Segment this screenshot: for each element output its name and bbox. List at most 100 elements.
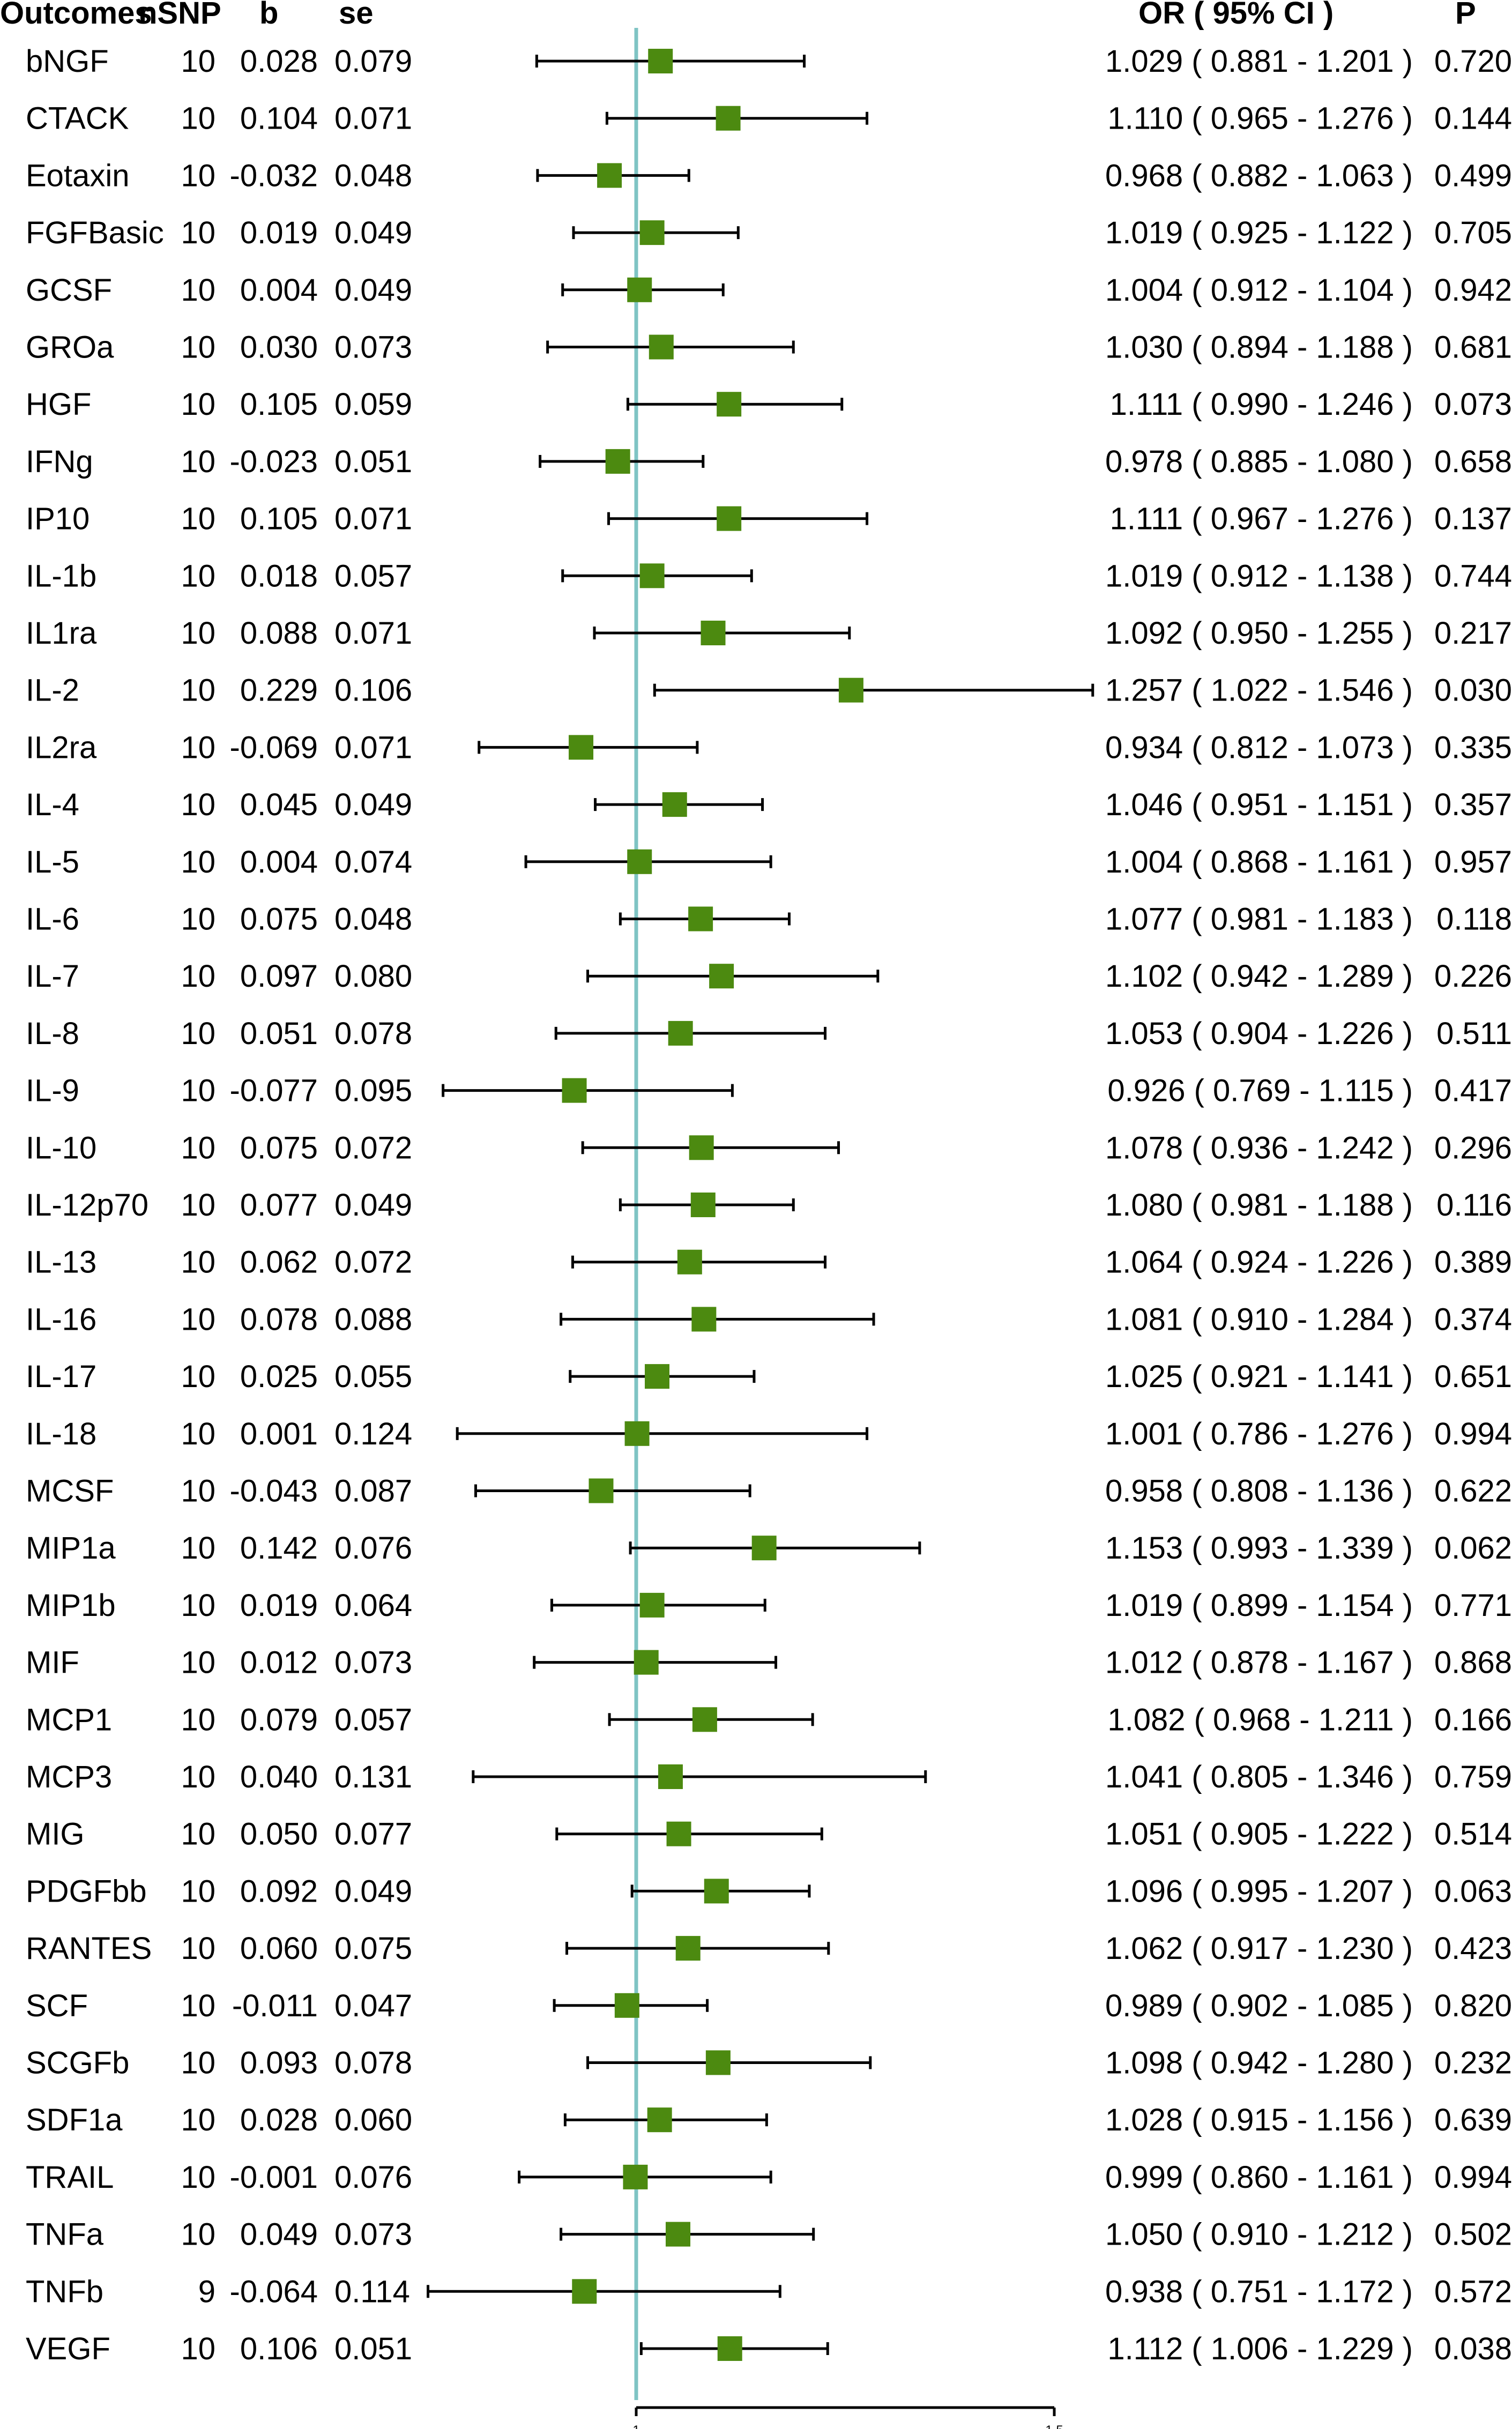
nsnp-value: 10 (181, 1760, 215, 1794)
beta-value: 0.004 (240, 273, 318, 308)
or-ci-text: 1.041 ( 0.805 - 1.346 ) (1105, 1760, 1413, 1794)
beta-value: 0.045 (240, 787, 318, 822)
forest-row: MCP3 10 0.040 0.131 1.041 ( 0.805 - 1.346 ) 0… (26, 1760, 1512, 1794)
beta-value: 0.092 (240, 1874, 318, 1909)
nsnp-value: 10 (181, 959, 215, 994)
se-value: 0.080 (334, 959, 412, 994)
p-value: 0.226 (1434, 959, 1512, 994)
forest-row: IL-10 10 0.075 0.072 1.078 ( 0.936 - 1.242 )… (26, 1130, 1512, 1165)
beta-value: -0.069 (230, 730, 318, 765)
p-value: 0.868 (1434, 1645, 1512, 1680)
se-value: 0.048 (334, 902, 412, 937)
forest-row: TNFa 10 0.049 0.073 1.050 ( 0.910 - 1.212 ) 0… (26, 2217, 1512, 2252)
nsnp-value: 10 (181, 158, 215, 193)
forest-row: SCGFb 10 0.093 0.078 1.098 ( 0.942 - 1.280 )… (26, 2046, 1512, 2081)
outcome-label: TNFa (26, 2217, 104, 2252)
or-ci-text: 1.111 ( 0.990 - 1.246 ) (1110, 387, 1413, 422)
se-value: 0.049 (334, 787, 412, 822)
or-ci-text: 1.102 ( 0.942 - 1.289 ) (1105, 959, 1413, 994)
or-ci-text: 0.989 ( 0.902 - 1.085 ) (1105, 1988, 1413, 2023)
outcome-label: MCP1 (26, 1702, 112, 1737)
beta-value: 0.088 (240, 616, 318, 651)
or-ci-text: 0.926 ( 0.769 - 1.115 ) (1107, 1074, 1413, 1108)
outcome-label: SDF1a (26, 2103, 123, 2137)
beta-value: 0.075 (240, 902, 318, 937)
beta-value: 0.001 (240, 1417, 318, 1451)
or-ci-text: 1.019 ( 0.912 - 1.138 ) (1105, 558, 1413, 593)
point-estimate-marker (639, 1592, 665, 1618)
or-ci-text: 1.028 ( 0.915 - 1.156 ) (1105, 2103, 1413, 2137)
outcome-label: IFNg (26, 444, 93, 479)
beta-value: 0.004 (240, 845, 318, 880)
forest-row: IL-13 10 0.062 0.072 1.064 ( 0.924 - 1.226 )… (26, 1245, 1512, 1280)
p-value: 0.499 (1434, 158, 1512, 193)
p-value: 0.335 (1434, 730, 1512, 765)
or-ci-text: 1.098 ( 0.942 - 1.280 ) (1105, 2046, 1413, 2081)
nsnp-value: 10 (181, 1817, 215, 1852)
beta-value: 0.019 (240, 215, 318, 250)
nsnp-value: 9 (198, 2274, 215, 2309)
or-ci-text: 1.112 ( 1.006 - 1.229 ) (1107, 2331, 1413, 2366)
nsnp-value: 10 (181, 44, 215, 79)
p-value: 0.030 (1434, 673, 1512, 708)
outcome-label: IL-10 (26, 1130, 96, 1165)
outcome-label: Eotaxin (26, 158, 129, 193)
point-estimate-marker (675, 1936, 701, 1961)
forest-row: IP10 10 0.105 0.071 1.111 ( 0.967 - 1.276 ) 0… (26, 502, 1512, 537)
beta-value: -0.043 (230, 1474, 318, 1509)
beta-value: 0.229 (240, 673, 318, 708)
p-value: 0.681 (1434, 330, 1512, 365)
beta-value: 0.106 (240, 2331, 318, 2366)
forest-row: GROa 10 0.030 0.073 1.030 ( 0.894 - 1.188 ) 0… (26, 330, 1512, 365)
or-ci-text: 1.153 ( 0.993 - 1.339 ) (1105, 1531, 1413, 1566)
forest-row: IL-6 10 0.075 0.048 1.077 ( 0.981 - 1.183 ) 0… (26, 902, 1512, 937)
or-ci-text: 0.934 ( 0.812 - 1.073 ) (1105, 730, 1413, 765)
se-value: 0.073 (334, 2217, 412, 2252)
or-ci-text: 1.029 ( 0.881 - 1.201 ) (1105, 44, 1413, 79)
se-value: 0.124 (334, 1417, 412, 1451)
se-value: 0.072 (334, 1130, 412, 1165)
se-value: 0.057 (334, 1702, 412, 1737)
or-ci-text: 1.111 ( 0.967 - 1.276 ) (1110, 502, 1413, 537)
point-estimate-marker (691, 1307, 717, 1332)
outcome-label: CTACK (26, 101, 129, 136)
forest-row: IL-4 10 0.045 0.049 1.046 ( 0.951 - 1.151 ) 0… (26, 787, 1512, 822)
nsnp-value: 10 (181, 1302, 215, 1337)
beta-value: 0.078 (240, 1302, 318, 1337)
header-nsnp: nSNP (138, 0, 221, 31)
forest-row: IL-17 10 0.025 0.055 1.025 ( 0.921 - 1.141 )… (26, 1359, 1512, 1394)
forest-row: MCP1 10 0.079 0.057 1.082 ( 0.968 - 1.211 ) 0… (26, 1702, 1512, 1737)
or-ci-text: 1.064 ( 0.924 - 1.226 ) (1105, 1245, 1413, 1280)
forest-row: Eotaxin 10 -0.032 0.048 0.968 ( 0.882 - 1.06… (26, 158, 1512, 193)
outcome-label: bNGF (26, 44, 109, 79)
outcome-label: GCSF (26, 273, 112, 308)
or-ci-text: 1.012 ( 0.878 - 1.167 ) (1105, 1645, 1413, 1680)
header-p: P (1455, 0, 1476, 31)
or-ci-text: 1.110 ( 0.965 - 1.276 ) (1107, 101, 1413, 136)
beta-value: 0.142 (240, 1531, 318, 1566)
point-estimate-marker (689, 1135, 714, 1160)
se-value: 0.114 (334, 2274, 410, 2309)
forest-row: IL-1b 10 0.018 0.057 1.019 ( 0.912 - 1.138 )… (26, 558, 1512, 593)
se-value: 0.071 (334, 730, 412, 765)
column-headers: Outcomes nSNP b se OR ( 95% CI ) P (0, 0, 1476, 31)
outcome-label: IP10 (26, 502, 90, 537)
outcome-label: HGF (26, 387, 91, 422)
forest-row: MIP1b 10 0.019 0.064 1.019 ( 0.899 - 1.154 )… (26, 1588, 1512, 1623)
point-estimate-marker (717, 2336, 742, 2361)
p-value: 0.658 (1434, 444, 1512, 479)
point-estimate-marker (605, 449, 630, 474)
point-estimate-marker (666, 2222, 690, 2247)
p-value: 0.389 (1434, 1245, 1512, 1280)
p-value: 0.514 (1434, 1817, 1512, 1852)
header-outcomes: Outcomes (0, 0, 152, 31)
outcome-label: IL-1b (26, 558, 96, 593)
point-estimate-marker (717, 506, 742, 531)
x-axis: 11.5The estimates (632, 2406, 1063, 2429)
or-ci-text: 1.050 ( 0.910 - 1.212 ) (1105, 2217, 1413, 2252)
nsnp-value: 10 (181, 787, 215, 822)
p-value: 0.374 (1434, 1302, 1512, 1337)
or-ci-text: 1.019 ( 0.899 - 1.154 ) (1105, 1588, 1413, 1623)
nsnp-value: 10 (181, 1417, 215, 1451)
